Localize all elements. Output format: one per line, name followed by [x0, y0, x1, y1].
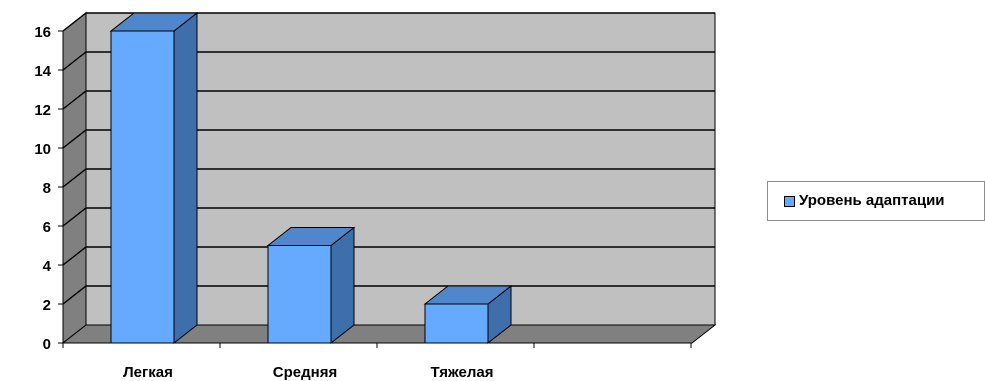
x-category-label: Легкая: [123, 364, 173, 381]
bar-front: [110, 30, 175, 344]
gridline: [62, 168, 715, 188]
y-tick-label: 8: [43, 180, 51, 197]
y-tick-label: 12: [34, 102, 51, 119]
legend: Уровень адаптации: [767, 181, 985, 221]
gridline: [62, 207, 715, 227]
y-tick-label: 16: [34, 24, 51, 41]
y-tick-label: 4: [43, 258, 52, 275]
y-axis-tick-labels: 0 2 4 6 8 10 12 14 16: [34, 24, 51, 353]
bar: [109, 11, 199, 345]
bar-side: [173, 11, 198, 345]
gridline: [62, 90, 715, 110]
gridline: [62, 51, 715, 71]
x-category-label: Средняя: [273, 364, 337, 381]
gridline: [62, 246, 715, 266]
y-tick-label: 14: [34, 63, 51, 80]
y-tick-label: 2: [43, 297, 51, 314]
y-tick-label: 6: [43, 219, 51, 236]
gridline: [62, 129, 715, 149]
y-tick-label: 10: [34, 141, 51, 158]
bar-top: [266, 227, 356, 246]
bars: [109, 11, 513, 345]
gridlines: [62, 12, 715, 305]
bar: [266, 226, 356, 345]
y-tick-label: 0: [43, 336, 51, 353]
bar-front: [424, 303, 489, 344]
gridline: [62, 12, 715, 32]
bar-side: [330, 226, 355, 345]
bar-top: [423, 285, 513, 305]
x-category-label: Тяжелая: [431, 364, 494, 381]
legend-label-series-1: Уровень адаптации: [799, 192, 945, 209]
x-axis-category-labels: Легкая Средняя Тяжелая: [123, 364, 493, 381]
bar: [423, 284, 513, 345]
legend-swatch-series-1: [784, 196, 795, 207]
bar-front: [267, 245, 332, 344]
bar-top: [109, 12, 199, 32]
